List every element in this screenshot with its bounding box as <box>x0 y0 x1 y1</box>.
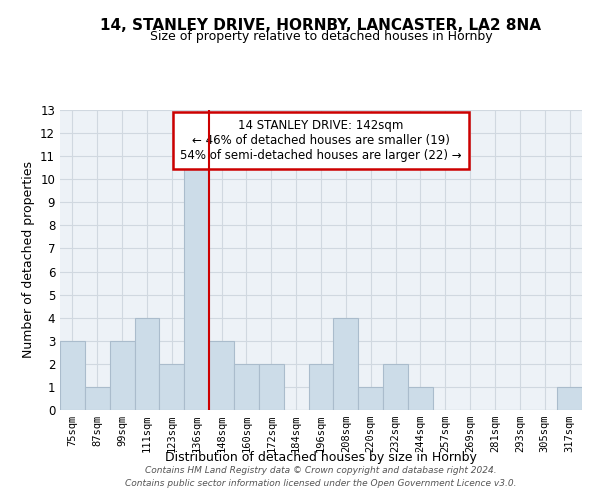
Bar <box>184 156 209 410</box>
Bar <box>557 387 582 410</box>
Bar <box>85 387 110 410</box>
Bar <box>209 341 234 410</box>
Bar <box>110 341 134 410</box>
Text: 14, STANLEY DRIVE, HORNBY, LANCASTER, LA2 8NA: 14, STANLEY DRIVE, HORNBY, LANCASTER, LA… <box>101 18 542 32</box>
Bar <box>408 387 433 410</box>
Text: 14 STANLEY DRIVE: 142sqm
← 46% of detached houses are smaller (19)
54% of semi-d: 14 STANLEY DRIVE: 142sqm ← 46% of detach… <box>180 119 462 162</box>
Bar <box>383 364 408 410</box>
Bar <box>234 364 259 410</box>
Bar <box>134 318 160 410</box>
Bar <box>160 364 184 410</box>
Text: Size of property relative to detached houses in Hornby: Size of property relative to detached ho… <box>149 30 493 43</box>
Text: Contains HM Land Registry data © Crown copyright and database right 2024.
Contai: Contains HM Land Registry data © Crown c… <box>125 466 517 487</box>
Y-axis label: Number of detached properties: Number of detached properties <box>22 162 35 358</box>
Text: Distribution of detached houses by size in Hornby: Distribution of detached houses by size … <box>165 451 477 464</box>
Bar <box>259 364 284 410</box>
Bar <box>358 387 383 410</box>
Bar <box>308 364 334 410</box>
Bar <box>334 318 358 410</box>
Bar <box>60 341 85 410</box>
